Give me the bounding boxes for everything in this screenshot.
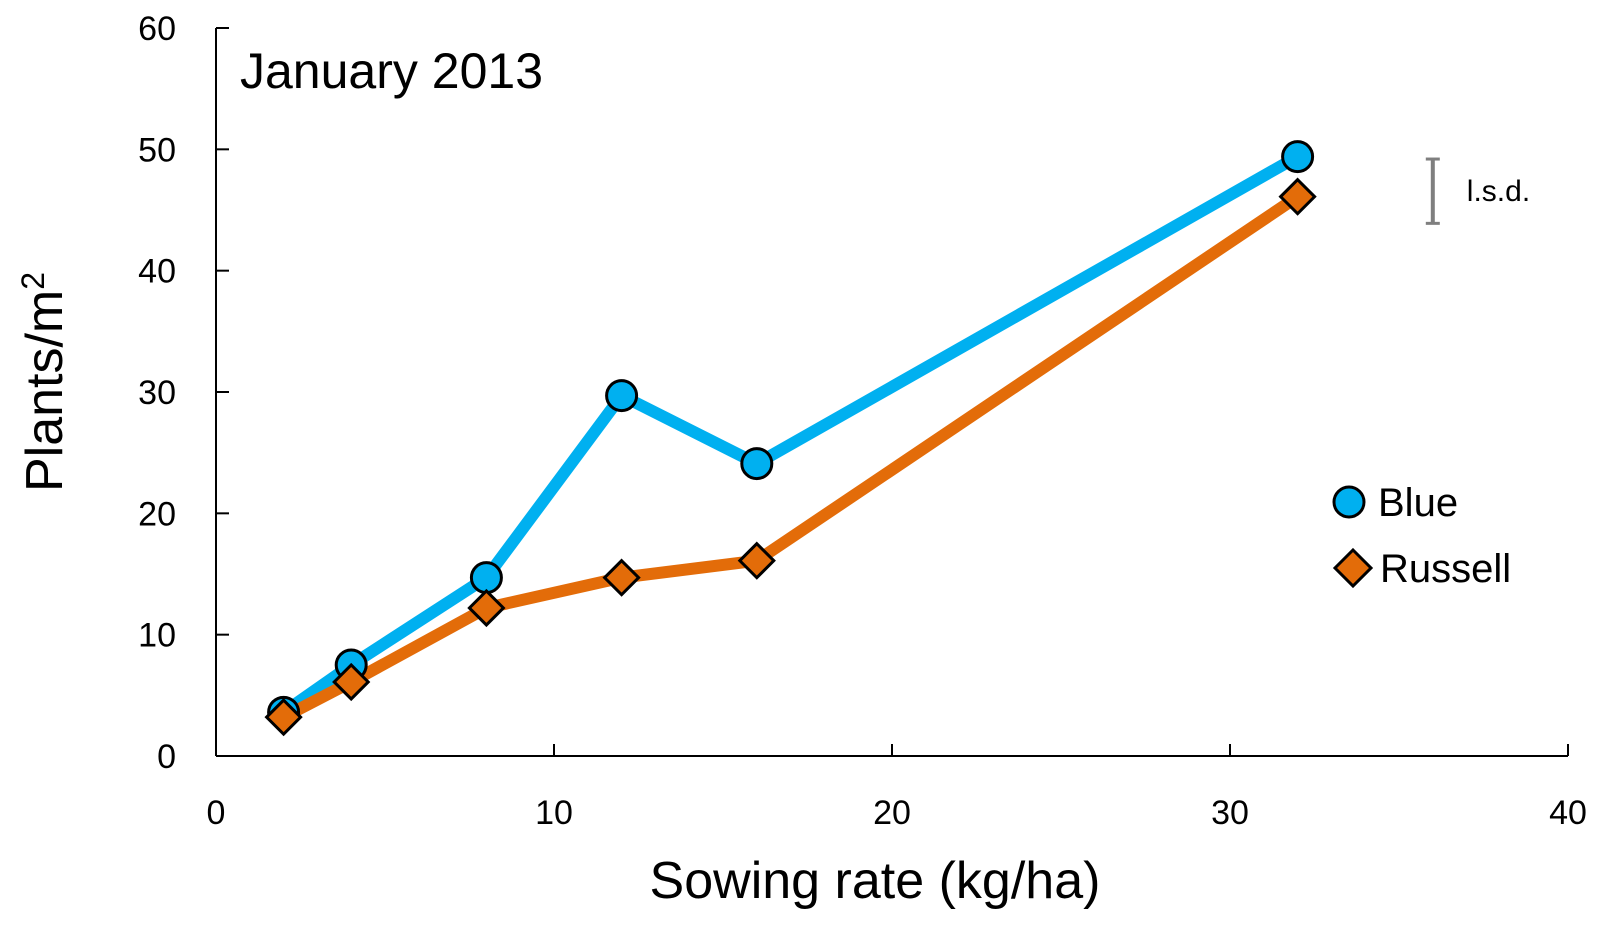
data-point-blue	[740, 447, 774, 481]
legend-marker-circle	[1332, 485, 1366, 519]
x-tick-label: 20	[873, 794, 911, 832]
x-tick-label: 40	[1549, 794, 1587, 832]
y-axis-title-superscript: 2	[15, 272, 51, 290]
series-line-russell	[277, 190, 1304, 724]
x-tick-label: 30	[1211, 794, 1249, 832]
data-point-russell	[332, 662, 371, 702]
legend-label-blue: Blue	[1378, 481, 1458, 525]
data-point-blue	[1281, 140, 1315, 174]
legend-label-russell: Russell	[1380, 547, 1511, 591]
series-lines	[277, 150, 1304, 724]
legend-marker-diamond	[1332, 547, 1374, 589]
annotations: l.s.d.	[1425, 157, 1530, 225]
data-point-blue	[469, 561, 503, 595]
series-markers	[264, 140, 1317, 737]
y-tick-label: 20	[138, 495, 176, 533]
data-point-russell	[467, 588, 506, 628]
y-axis-title: Plants/m2	[15, 272, 74, 492]
y-tick-label: 50	[138, 131, 176, 169]
data-point-blue	[605, 379, 639, 413]
x-tick-label: 0	[207, 794, 226, 832]
data-point-russell	[264, 698, 303, 737]
data-point-russell	[1278, 177, 1317, 216]
y-tick-label: 10	[138, 617, 176, 655]
x-tick-label: 10	[535, 794, 573, 832]
lsd-label: l.s.d.	[1467, 175, 1530, 208]
data-point-russell	[737, 541, 776, 580]
data-point-russell	[602, 558, 641, 597]
y-tick-label: 60	[138, 10, 176, 48]
y-tick-label: 40	[138, 253, 176, 291]
axes: 0 10 20 30 40 0 10 20 30 40 50 60	[138, 10, 1587, 832]
x-axis-title: Sowing rate (kg/ha)	[650, 852, 1101, 910]
y-tick-label: 30	[138, 374, 176, 412]
chart-title: January 2013	[240, 43, 543, 99]
legend: Blue Russell	[1332, 481, 1511, 591]
y-axis-title-text: Plants/m	[16, 290, 74, 492]
y-tick-label: 0	[157, 738, 176, 776]
